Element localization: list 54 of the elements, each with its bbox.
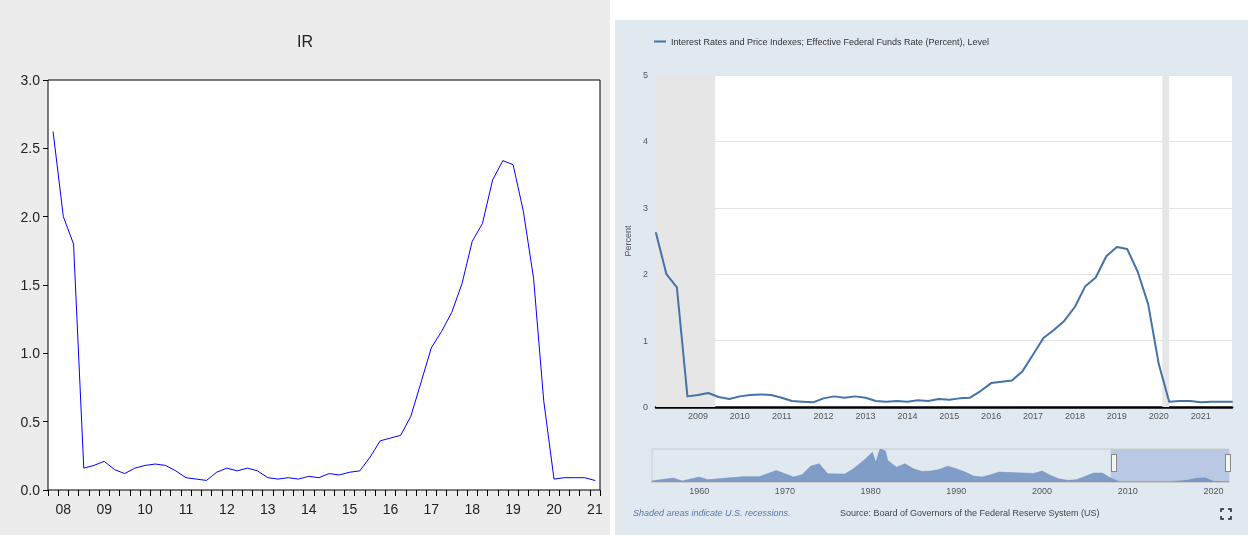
x-tick-label: 2017 (1023, 410, 1044, 421)
x-tick-label: 2011 (772, 410, 792, 421)
legend-label: Interest Rates and Price Indexes; Effective Federal Funds Rate (Percent), Level (671, 36, 989, 47)
y-tick-label: 3 (642, 202, 648, 213)
y-tick-label: 0.5 (20, 413, 41, 430)
x-tick-label: 1990 (946, 485, 967, 496)
x-tick-label: 14 (300, 501, 317, 517)
line-series (52, 131, 596, 481)
y-tick-label: 2.5 (20, 140, 41, 157)
x-tick-label: 2018 (1064, 410, 1085, 421)
x-tick-label: 2014 (897, 410, 918, 421)
x-tick-label: 16 (382, 501, 399, 517)
chart-title: IR (297, 32, 313, 50)
y-tick-label: 2.0 (20, 208, 41, 225)
x-tick-label: 2010 (1117, 485, 1138, 496)
y-tick-label: 4 (642, 136, 648, 147)
x-tick-label: 17 (423, 501, 440, 517)
x-tick-label: 2015 (939, 410, 960, 421)
x-tick-label: 2020 (1148, 410, 1169, 421)
source-note: Source: Board of Governors of the Federal Reserve System (US) (840, 507, 1100, 518)
x-tick-label: 2000 (1032, 485, 1053, 496)
y-tick-label: 2 (642, 269, 648, 280)
line-series (655, 232, 1233, 404)
x-tick-label: 09 (96, 501, 113, 517)
x-tick-label: 10 (137, 501, 154, 517)
y-tick-label: 5 (642, 70, 648, 80)
x-tick-label: 2010 (729, 410, 750, 421)
text: Shaded areas indicate U.S. recessions. (633, 507, 791, 518)
x-tick-label: 2021 (1190, 410, 1211, 421)
y-tick-label: 1.5 (20, 277, 41, 293)
x-tick-label: 18 (464, 501, 481, 517)
x-tick-label: 21 (587, 501, 603, 517)
x-tick-label: 1970 (774, 485, 795, 496)
x-tick-label: 11 (178, 501, 194, 517)
y-tick-label: 0 (642, 402, 648, 412)
x-tick-label: 2020 (1203, 485, 1224, 496)
y-tick-label: 1.0 (20, 345, 41, 362)
x-tick-label: 2009 (687, 410, 708, 421)
x-tick-label: 13 (259, 501, 276, 517)
x-tick-label: 15 (341, 501, 358, 517)
x-tick-label: 12 (219, 501, 235, 517)
x-tick-label: 2012 (813, 410, 834, 421)
x-tick-label: 1980 (860, 485, 881, 496)
y-tick-label: 1 (642, 335, 648, 346)
x-tick-label: 2019 (1106, 410, 1127, 421)
y-tick-label: 0.0 (20, 482, 41, 498)
x-tick-label: 2016 (981, 410, 1002, 421)
y-axis-title: Percent (622, 225, 633, 257)
x-tick-label: 08 (55, 501, 72, 517)
y-tick-label: 3.0 (20, 72, 41, 88)
x-tick-label: 2013 (855, 410, 876, 421)
x-tick-label: 1960 (689, 485, 710, 496)
x-tick-label: 20 (546, 501, 562, 517)
x-tick-label: 19 (505, 501, 522, 517)
